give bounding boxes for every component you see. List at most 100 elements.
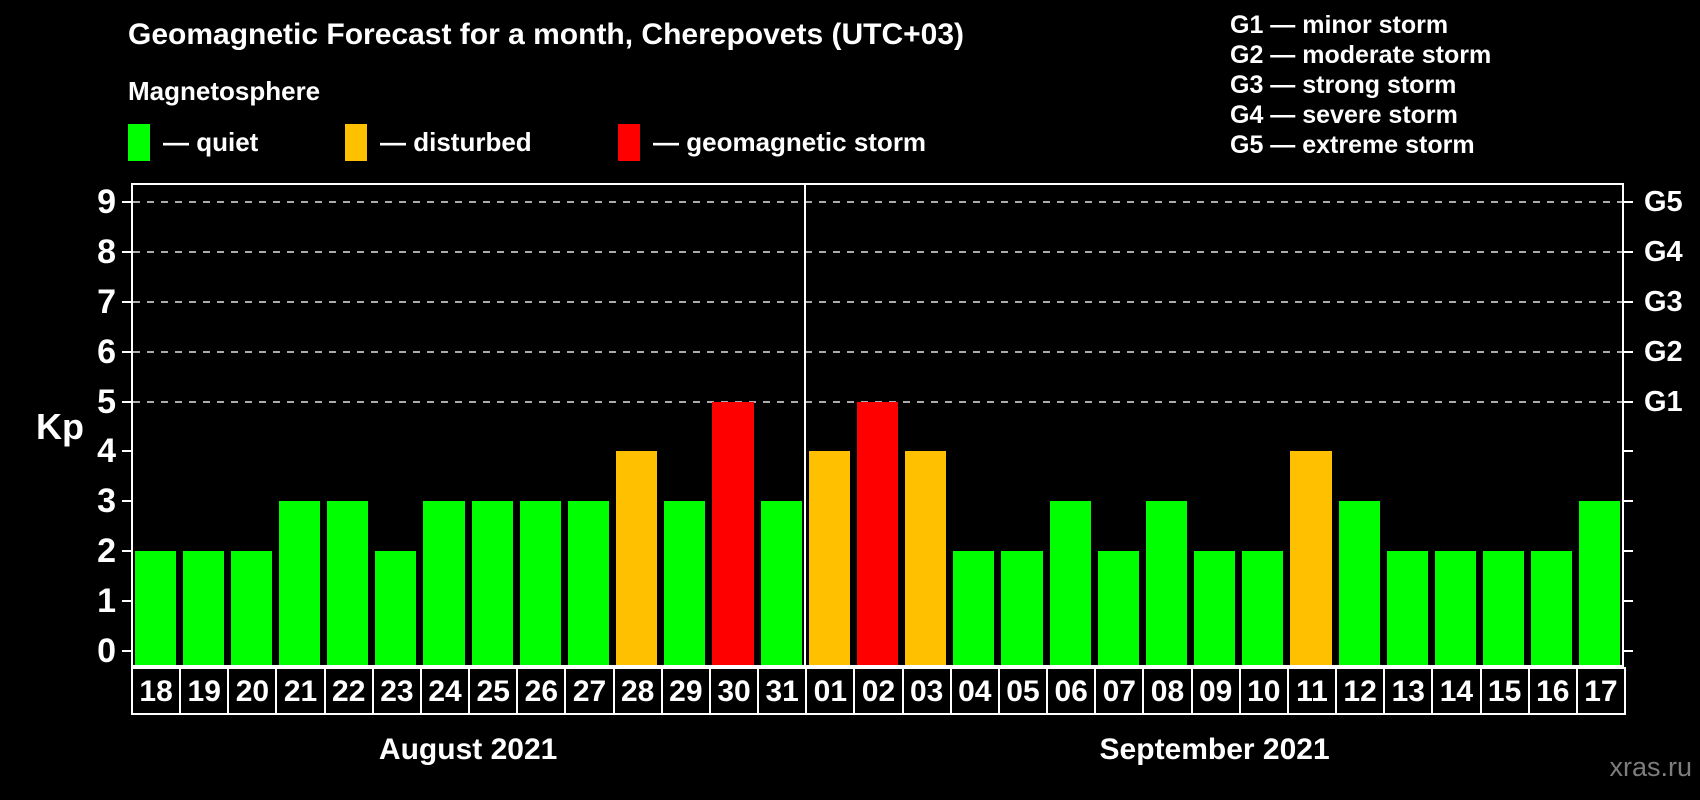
y-tick-label: 7 [97, 282, 116, 321]
day-label-cell: 13 [1383, 667, 1434, 715]
watermark: xras.ru [1609, 752, 1692, 782]
kp-bar-17 [1579, 501, 1621, 665]
quiet-swatch-icon [128, 123, 150, 161]
day-label-cell: 25 [468, 667, 519, 715]
y-axis-title: Kp [36, 406, 84, 447]
day-label-cell: 04 [949, 667, 1000, 715]
y-tick-left [122, 350, 131, 353]
y-tick-label: 4 [97, 432, 116, 471]
kp-bar-16 [1531, 551, 1573, 665]
legend-label: — geomagnetic storm [653, 126, 927, 157]
legend-label: — quiet [163, 126, 259, 157]
kp-bar-18 [134, 551, 176, 665]
right-axis-label-G4: G4 [1644, 235, 1683, 268]
kp-bar-06 [1049, 501, 1091, 665]
day-label-cell: 23 [371, 667, 422, 715]
month-divider-line [804, 183, 807, 667]
g-scale-legend: G1 — minor storm G2 — moderate storm G3 — … [1230, 10, 1491, 160]
day-label-cell: 01 [805, 667, 856, 715]
kp-bar-01 [808, 451, 850, 665]
y-tick-right [1624, 500, 1633, 503]
day-label-cell: 26 [516, 667, 567, 715]
kp-bar-31 [760, 501, 802, 665]
kp-bar-30 [712, 401, 754, 665]
y-tick-label: 8 [97, 232, 116, 271]
y-tick-right [1624, 450, 1633, 453]
kp-bar-10 [1242, 551, 1284, 665]
day-label-cell: 05 [997, 667, 1049, 715]
kp-bar-15 [1483, 551, 1525, 665]
gridline-kp9 [133, 200, 1622, 203]
y-tick-left [122, 600, 131, 603]
day-label-cell: 08 [1142, 667, 1193, 715]
day-label-cell: 02 [853, 667, 904, 715]
legend-item-disturbed: — disturbed [345, 122, 532, 162]
g-legend-line: G5 — extreme storm [1230, 131, 1475, 159]
kp-bar-24 [423, 501, 465, 665]
day-label-cell: 18 [131, 667, 182, 715]
y-tick-right [1624, 300, 1633, 303]
gridline-kp7 [133, 300, 1622, 303]
y-tick-left [122, 400, 131, 403]
kp-bar-27 [567, 501, 610, 665]
day-label-cell: 15 [1479, 667, 1530, 715]
y-tick-left [122, 650, 131, 652]
right-axis-label-G1: G1 [1644, 385, 1683, 418]
kp-bar-08 [1145, 501, 1188, 665]
g-legend-line: G3 — strong storm [1230, 71, 1457, 99]
day-label-cell: 29 [660, 667, 711, 715]
y-tick-label: 0 [97, 632, 116, 670]
kp-bar-12 [1338, 501, 1380, 665]
day-label-cell: 03 [901, 667, 952, 715]
right-axis-label-G3: G3 [1644, 285, 1683, 318]
day-label-cell: 12 [1335, 667, 1386, 715]
y-tick-right [1624, 400, 1633, 403]
day-label-cell: 27 [564, 667, 615, 715]
y-tick-right [1624, 250, 1633, 253]
g-legend-line: G4 — severe storm [1230, 101, 1458, 129]
month-label: August 2021 [378, 733, 558, 766]
day-label-cell: 21 [275, 667, 326, 715]
day-label-cell: 06 [1046, 667, 1097, 715]
day-label-cell: 28 [612, 667, 663, 715]
y-tick-label: 5 [97, 382, 116, 421]
kp-bar-21 [278, 501, 321, 665]
y-tick-label: 9 [97, 182, 116, 221]
day-label-cell: 16 [1527, 667, 1578, 715]
month-label: September 2021 [1099, 733, 1330, 766]
day-label-cell: 10 [1238, 667, 1289, 715]
kp-bar-25 [471, 501, 513, 665]
y-tick-label: 1 [97, 582, 116, 621]
kp-bar-04 [953, 551, 995, 665]
day-label-cell: 22 [323, 667, 374, 715]
day-label-cell: 31 [757, 667, 808, 715]
kp-bar-26 [519, 501, 561, 665]
day-label-cell: 17 [1575, 667, 1626, 715]
g-legend-line: G1 — minor storm [1230, 11, 1449, 39]
y-tick-left [122, 200, 131, 203]
chart-title: Geomagnetic Forecast for a month, Cherep… [128, 18, 965, 51]
plot-area [131, 183, 1624, 667]
kp-bar-23 [375, 551, 417, 665]
kp-bar-11 [1290, 451, 1332, 665]
day-label-cell: 20 [227, 667, 278, 715]
day-label-cell: 30 [708, 667, 760, 715]
day-label-cell: 09 [1190, 667, 1241, 715]
g-legend-line: G2 — moderate storm [1230, 41, 1492, 69]
y-tick-right [1624, 200, 1633, 203]
kp-bar-19 [182, 551, 224, 665]
storm-swatch-icon [618, 123, 640, 161]
y-tick-left [122, 500, 131, 503]
y-tick-label: 2 [97, 532, 116, 571]
legend-label: — disturbed [380, 126, 532, 157]
day-label-cell: 19 [179, 667, 230, 715]
kp-bar-07 [1097, 551, 1139, 665]
right-axis-label-G2: G2 [1644, 335, 1683, 368]
kp-bar-20 [230, 551, 272, 665]
day-label-cell: 11 [1286, 667, 1338, 715]
y-tick-right [1624, 650, 1633, 652]
y-tick-left [122, 250, 131, 253]
magnetosphere-legend-title: Magnetosphere [128, 76, 321, 106]
y-tick-right [1624, 550, 1633, 553]
